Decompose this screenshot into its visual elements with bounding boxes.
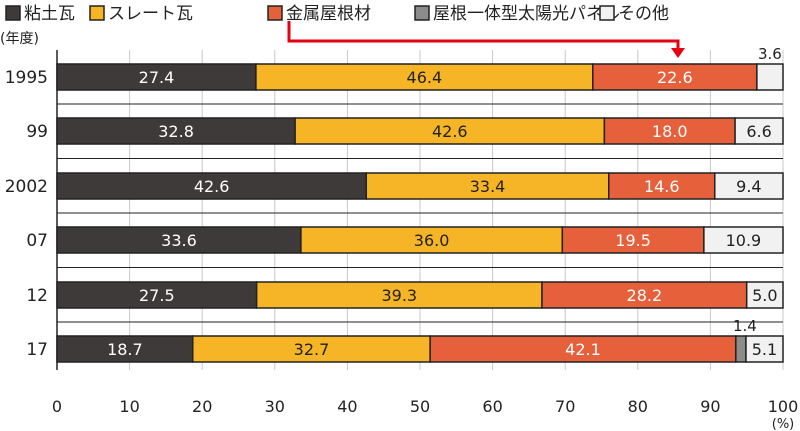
x-tick-label: 40 bbox=[337, 397, 357, 416]
data-label: 33.4 bbox=[470, 177, 506, 196]
data-label: 27.4 bbox=[139, 68, 175, 87]
data-label: 18.7 bbox=[107, 340, 143, 359]
data-label: 18.0 bbox=[652, 122, 688, 141]
bar-segment bbox=[56, 335, 194, 363]
bar-segment bbox=[56, 63, 257, 91]
data-label: 22.6 bbox=[657, 68, 693, 87]
bar-segment bbox=[703, 226, 784, 254]
bar-segment bbox=[592, 63, 758, 91]
x-tick-label: 10 bbox=[119, 397, 139, 416]
data-label: 3.6 bbox=[758, 45, 782, 63]
x-tick-label: 50 bbox=[410, 397, 430, 416]
bar-segment bbox=[745, 335, 784, 363]
x-tick-label: 30 bbox=[265, 397, 285, 416]
data-label: 39.3 bbox=[381, 286, 417, 305]
x-tick-label: 90 bbox=[700, 397, 720, 416]
legend-swatch bbox=[599, 5, 615, 21]
data-label: 9.4 bbox=[736, 177, 761, 196]
bar-segment bbox=[608, 172, 716, 200]
bar-segment bbox=[734, 117, 784, 145]
bar-segment bbox=[192, 335, 431, 363]
bar-segment bbox=[603, 117, 736, 145]
bar-segment bbox=[745, 281, 784, 309]
legend-label: その他 bbox=[618, 4, 669, 24]
legend-swatch bbox=[5, 5, 21, 21]
bar-segment bbox=[300, 226, 564, 254]
x-tick-label: 100 bbox=[768, 397, 799, 416]
bar-segment bbox=[756, 63, 784, 91]
bar-segment bbox=[294, 117, 606, 145]
bar-segment bbox=[56, 226, 302, 254]
data-label: 6.6 bbox=[746, 122, 771, 141]
category-label: 07 bbox=[26, 231, 48, 251]
data-label: 19.5 bbox=[615, 231, 651, 250]
data-label: 32.8 bbox=[158, 122, 194, 141]
bar-segment bbox=[429, 335, 737, 363]
data-label: 33.6 bbox=[161, 231, 197, 250]
category-label: 12 bbox=[26, 286, 48, 306]
bar-segment bbox=[541, 281, 748, 309]
legend-label: 屋根一体型太陽光パネル bbox=[433, 4, 620, 24]
bar-segment bbox=[561, 226, 705, 254]
legend-label: 粘土瓦 bbox=[24, 4, 75, 24]
data-label: 46.4 bbox=[407, 68, 443, 87]
legend-swatch bbox=[267, 5, 283, 21]
annotation-arrow-line bbox=[287, 21, 680, 50]
bar-segment bbox=[56, 172, 368, 200]
data-label: 36.0 bbox=[414, 231, 450, 250]
data-label: 1.4 bbox=[733, 317, 757, 335]
data-label: 27.5 bbox=[139, 286, 175, 305]
x-tick-label: 60 bbox=[482, 397, 502, 416]
data-label: 5.1 bbox=[752, 340, 777, 359]
data-label: 42.1 bbox=[565, 340, 601, 359]
bar-segment bbox=[735, 335, 747, 363]
x-tick-label: 20 bbox=[192, 397, 212, 416]
data-label: 42.6 bbox=[194, 177, 230, 196]
x-tick-label: 80 bbox=[628, 397, 648, 416]
x-axis-unit-label: (%) bbox=[772, 417, 795, 431]
category-label: 1995 bbox=[5, 68, 48, 88]
legend-label: スレート瓦 bbox=[108, 4, 193, 24]
legend-label: 金属屋根材 bbox=[286, 4, 371, 24]
category-label: 17 bbox=[26, 340, 48, 360]
x-tick-label: 0 bbox=[52, 397, 62, 416]
data-label: 10.9 bbox=[726, 231, 762, 250]
bar-segment bbox=[56, 281, 258, 309]
bar-segment bbox=[365, 172, 610, 200]
bar-segment bbox=[714, 172, 784, 200]
category-label: 2002 bbox=[5, 177, 48, 197]
bar-segment bbox=[255, 63, 594, 91]
annotation-arrowhead bbox=[671, 48, 685, 58]
x-tick-label: 70 bbox=[555, 397, 575, 416]
category-label: 99 bbox=[26, 122, 48, 142]
legend-swatch bbox=[414, 5, 430, 21]
data-label: 28.2 bbox=[627, 286, 663, 305]
data-label: 42.6 bbox=[432, 122, 468, 141]
data-label: 5.0 bbox=[752, 286, 777, 305]
data-label: 14.6 bbox=[644, 177, 680, 196]
y-axis-unit-label: (年度) bbox=[0, 31, 39, 47]
legend-swatch bbox=[89, 5, 105, 21]
data-label: 32.7 bbox=[294, 340, 330, 359]
